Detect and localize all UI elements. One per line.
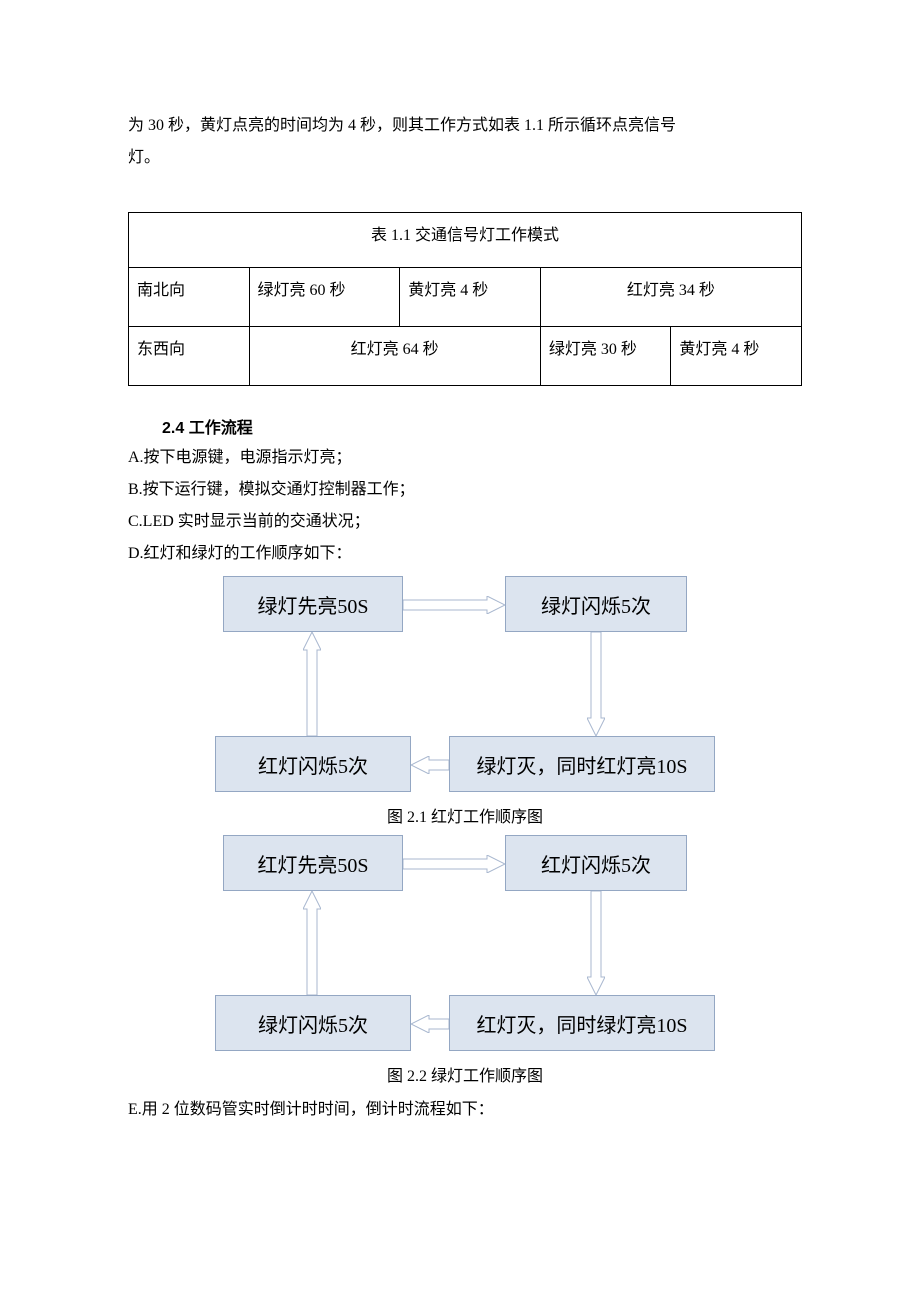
flow2-caption: 图 2.2 绿灯工作顺序图	[128, 1062, 802, 1086]
cell-ew-dir: 东西向	[129, 327, 250, 386]
table-caption: 表 1.1 交通信号灯工作模式	[129, 213, 802, 268]
flow1-caption: 图 2.1 红灯工作顺序图	[128, 803, 802, 827]
flow1-arrow-down	[587, 632, 605, 736]
flow2-node-bl: 绿灯闪烁5次	[215, 995, 411, 1051]
cell-ew-yellow: 黄灯亮 4 秒	[671, 327, 802, 386]
flow2-node-tr: 红灯闪烁5次	[505, 835, 687, 891]
intro-line2: 灯。	[128, 142, 802, 174]
flow1-arrow-up	[303, 632, 321, 736]
flowchart-2: 红灯先亮50S 红灯闪烁5次 绿灯闪烁5次 红灯灭，同时绿灯亮10S	[215, 835, 715, 1060]
flow1-node-br: 绿灯灭，同时红灯亮10S	[449, 736, 715, 792]
mode-table-wrap: 表 1.1 交通信号灯工作模式 南北向 绿灯亮 60 秒 黄灯亮 4 秒 红灯亮…	[128, 212, 802, 386]
flow2-node-br: 红灯灭，同时绿灯亮10S	[449, 995, 715, 1051]
mode-table: 表 1.1 交通信号灯工作模式 南北向 绿灯亮 60 秒 黄灯亮 4 秒 红灯亮…	[128, 212, 802, 386]
step-a: A.按下电源键，电源指示灯亮；	[128, 442, 802, 474]
flow2-arrow-right	[403, 855, 505, 873]
step-c: C.LED 实时显示当前的交通状况；	[128, 506, 802, 538]
table-row: 表 1.1 交通信号灯工作模式	[129, 213, 802, 268]
page: 为 30 秒，黄灯点亮的时间均为 4 秒，则其工作方式如表 1.1 所示循环点亮…	[0, 0, 920, 1302]
cell-ns-green: 绿灯亮 60 秒	[249, 268, 400, 327]
step-d: D.红灯和绿灯的工作顺序如下：	[128, 538, 802, 570]
flowchart-1: 绿灯先亮50S 绿灯闪烁5次 红灯闪烁5次 绿灯灭，同时红灯亮10S	[215, 576, 715, 801]
cell-ew-red: 红灯亮 64 秒	[249, 327, 540, 386]
cell-ew-green: 绿灯亮 30 秒	[540, 327, 671, 386]
flow2-arrow-left	[411, 1015, 449, 1033]
flow1-arrow-right	[403, 596, 505, 614]
flow1-node-tr: 绿灯闪烁5次	[505, 576, 687, 632]
section-heading: 2.4 工作流程	[162, 414, 802, 438]
flow2-arrow-up	[303, 891, 321, 995]
cell-ns-red: 红灯亮 34 秒	[540, 268, 801, 327]
table-row: 东西向 红灯亮 64 秒 绿灯亮 30 秒 黄灯亮 4 秒	[129, 327, 802, 386]
table-row: 南北向 绿灯亮 60 秒 黄灯亮 4 秒 红灯亮 34 秒	[129, 268, 802, 327]
flow1-node-tl: 绿灯先亮50S	[223, 576, 403, 632]
step-b: B.按下运行键，模拟交通灯控制器工作；	[128, 474, 802, 506]
flow1-node-bl: 红灯闪烁5次	[215, 736, 411, 792]
flow2-node-tl: 红灯先亮50S	[223, 835, 403, 891]
flow1-arrow-left	[411, 756, 449, 774]
cell-ns-dir: 南北向	[129, 268, 250, 327]
flow2-arrow-down	[587, 891, 605, 995]
cell-ns-yellow: 黄灯亮 4 秒	[400, 268, 541, 327]
step-e: E.用 2 位数码管实时倒计时时间，倒计时流程如下：	[128, 1094, 802, 1126]
intro-line1: 为 30 秒，黄灯点亮的时间均为 4 秒，则其工作方式如表 1.1 所示循环点亮…	[128, 110, 802, 142]
